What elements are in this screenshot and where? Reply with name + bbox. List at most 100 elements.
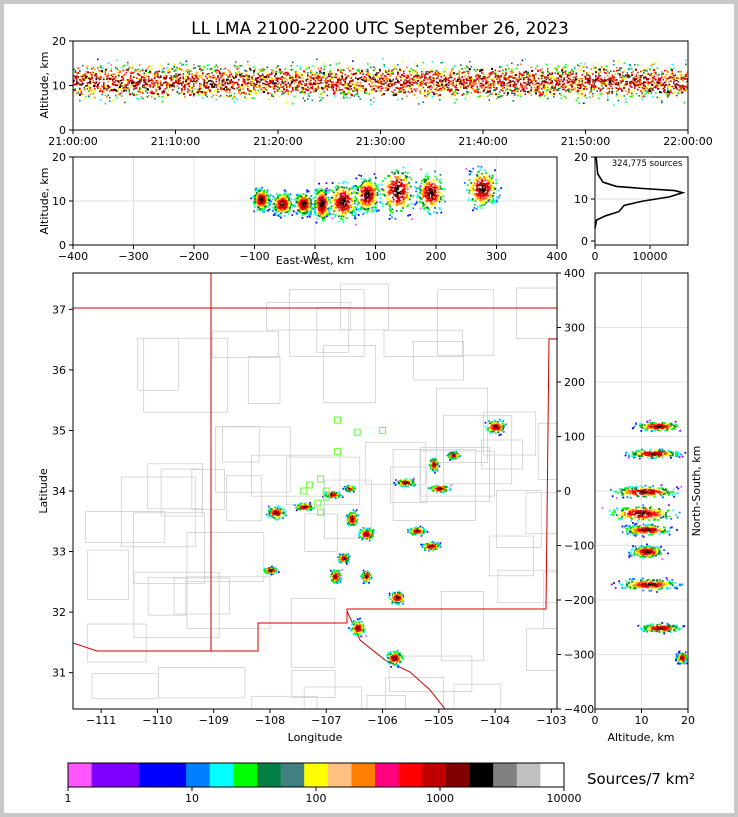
time-height-source: [629, 64, 632, 66]
ew-height-source: [260, 191, 263, 194]
time-height-source: [295, 81, 297, 83]
time-height-source: [247, 87, 249, 90]
time-height-source: [140, 78, 143, 80]
time-height-core-source: [593, 84, 595, 87]
time-height-source: [403, 83, 405, 86]
time-height-source: [215, 94, 218, 96]
time-height-source: [352, 90, 354, 92]
time-height-source: [131, 84, 134, 86]
time-height-source: [290, 76, 293, 79]
time-height-core-source: [243, 91, 245, 94]
time-height-source: [220, 88, 222, 90]
ew-height-source: [301, 217, 304, 219]
time-height-source: [631, 95, 633, 98]
time-height-source: [236, 99, 239, 101]
time-height-source: [601, 66, 603, 68]
time-height-source: [481, 84, 483, 87]
time-height-source: [503, 74, 506, 77]
time-height-source: [292, 86, 294, 89]
time-height-source: [676, 77, 678, 79]
time-height-source: [130, 77, 132, 79]
time-height-x-tick-label: 21:40:00: [458, 135, 507, 148]
time-height-source: [608, 72, 611, 74]
ew-height-source: [283, 205, 286, 208]
time-height-source: [346, 87, 348, 90]
time-height-source: [374, 84, 377, 87]
time-height-source: [521, 59, 524, 62]
time-height-source: [299, 81, 302, 84]
time-height-source: [394, 89, 396, 91]
time-height-source: [262, 73, 264, 76]
time-height-source: [416, 97, 419, 99]
time-height-source: [670, 67, 672, 70]
time-height-source: [436, 77, 438, 80]
time-height-source: [277, 90, 279, 93]
time-height-source: [266, 83, 269, 86]
time-height-source: [149, 68, 152, 70]
time-height-source: [143, 74, 146, 76]
time-height-core-source: [107, 84, 109, 87]
time-height-core-source: [683, 88, 685, 91]
time-height-source: [217, 66, 219, 69]
time-height-core-source: [85, 76, 87, 79]
time-height-source: [332, 88, 335, 91]
time-height-source: [586, 81, 588, 84]
time-height-core-source: [309, 83, 311, 86]
time-height-source: [259, 84, 261, 87]
time-height-source: [638, 85, 641, 87]
time-height-source: [82, 76, 84, 79]
time-height-source: [295, 89, 297, 91]
ew-height-source: [301, 208, 304, 211]
time-height-source: [482, 73, 485, 75]
time-height-source: [362, 85, 365, 87]
time-height-core-source: [247, 82, 249, 85]
time-height-source: [616, 94, 618, 97]
time-height-source: [350, 73, 353, 75]
time-height-source: [550, 78, 552, 80]
time-height-source: [556, 77, 558, 80]
time-height-source: [170, 78, 173, 81]
time-height-source: [241, 92, 243, 94]
time-height-source: [98, 76, 101, 79]
time-height-source: [283, 82, 285, 85]
time-height-source: [179, 73, 182, 76]
time-height-core-source: [299, 80, 301, 83]
time-height-source: [680, 77, 683, 80]
ew-height-source: [276, 199, 278, 202]
time-height-source: [124, 88, 126, 91]
time-height-source: [226, 91, 228, 93]
time-height-source: [346, 96, 348, 99]
time-height-source: [604, 76, 606, 79]
ew-height-source: [304, 210, 307, 213]
time-height-source: [506, 72, 509, 75]
time-height-source: [524, 90, 527, 93]
time-height-source: [326, 88, 329, 91]
time-height-source: [173, 70, 176, 72]
time-height-source: [335, 76, 338, 79]
time-height-source: [295, 75, 297, 78]
time-height-source: [203, 94, 206, 97]
time-height-source: [202, 72, 204, 74]
time-height-source: [283, 74, 285, 77]
time-height-core-source: [377, 79, 379, 82]
ew-height-source: [259, 201, 261, 204]
time-height-source: [416, 82, 419, 85]
time-height-source: [556, 81, 558, 83]
time-height-source: [619, 69, 621, 72]
time-height-source: [595, 74, 597, 77]
time-height-source: [302, 76, 305, 79]
time-height-source: [499, 84, 501, 86]
time-height-core-source: [303, 70, 305, 73]
ew-height-source: [301, 212, 304, 214]
time-height-source: [358, 95, 360, 98]
time-height-source: [409, 73, 411, 75]
time-height-source: [119, 83, 122, 85]
time-height-source: [356, 90, 359, 93]
time-height-source: [425, 78, 428, 80]
time-height-source: [317, 67, 320, 70]
ew-height-source: [301, 197, 304, 200]
ew-height-source: [306, 215, 309, 218]
time-height-source: [401, 89, 404, 92]
time-height-source: [620, 67, 623, 69]
time-height-source: [515, 83, 518, 85]
